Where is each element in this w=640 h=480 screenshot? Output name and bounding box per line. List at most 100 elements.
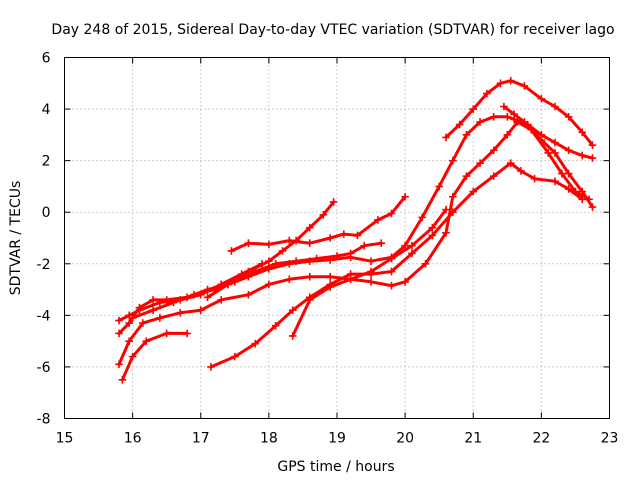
data-point: [387, 209, 396, 218]
series-track-9: [288, 205, 450, 340]
data-point: [506, 159, 515, 168]
data-point: [156, 298, 164, 307]
data-point: [156, 314, 164, 322]
data-point: [517, 167, 525, 175]
data-point: [469, 105, 478, 113]
data-point: [476, 159, 484, 168]
x-tick-label: 22: [532, 431, 550, 447]
data-point: [551, 138, 559, 147]
data-point: [503, 131, 512, 139]
y-axis-label: SDTVAR / TECUs: [8, 181, 24, 296]
data-point: [142, 337, 151, 345]
data-point: [285, 236, 294, 245]
data-point: [207, 363, 215, 371]
data-point: [319, 210, 328, 219]
data-point: [520, 82, 529, 90]
data-point: [401, 278, 409, 286]
data-point: [278, 247, 287, 255]
data-point: [462, 131, 471, 139]
y-tick-label: 2: [42, 154, 51, 170]
series-track-1: [115, 113, 597, 338]
data-point: [367, 267, 375, 276]
y-tick-label: -6: [37, 360, 51, 376]
data-point: [442, 229, 450, 237]
x-tick-label: 15: [56, 431, 74, 447]
data-point: [353, 231, 362, 240]
x-tick-label: 20: [396, 431, 414, 447]
chart-title: Day 248 of 2015, Sidereal Day-to-day VTE…: [51, 22, 614, 38]
data-point: [224, 280, 232, 289]
data-point: [265, 257, 273, 266]
data-point: [125, 319, 134, 327]
data-point: [162, 329, 171, 338]
data-point: [421, 259, 430, 268]
data-point: [128, 352, 137, 361]
data-point: [227, 247, 236, 255]
data-point: [125, 337, 134, 345]
data-point: [442, 205, 450, 214]
data-point: [483, 89, 491, 98]
data-point: [265, 240, 273, 249]
y-tick-label: 4: [42, 102, 51, 118]
data-point: [442, 133, 450, 142]
data-point: [169, 298, 178, 307]
data-point: [377, 239, 386, 247]
series-line: [117, 120, 591, 366]
data-point: [244, 267, 253, 276]
data-point: [408, 241, 416, 250]
series-track-7: [227, 192, 409, 255]
data-point: [537, 136, 546, 144]
data-point: [139, 319, 147, 327]
data-point: [288, 332, 297, 340]
data-point: [340, 230, 348, 238]
data-point: [326, 272, 334, 281]
data-point: [408, 249, 416, 258]
data-point: [115, 316, 123, 325]
data-point: [333, 252, 341, 260]
axis-ticks: [64, 57, 610, 419]
data-point: [551, 149, 559, 157]
series-track-3: [115, 259, 266, 325]
data-point: [326, 283, 334, 291]
data-point: [489, 146, 498, 155]
data-point: [387, 281, 396, 290]
data-point: [346, 249, 355, 258]
data-point: [149, 306, 157, 314]
data-point: [428, 223, 437, 232]
data-point: [435, 182, 443, 191]
data-point: [506, 76, 515, 85]
data-point: [346, 275, 355, 284]
grid-lines: [64, 57, 610, 419]
data-point: [217, 296, 225, 304]
data-point: [387, 267, 396, 276]
data-point: [578, 151, 587, 160]
data-point: [305, 296, 314, 304]
data-point: [305, 223, 314, 232]
data-point: [326, 234, 334, 242]
data-point: [588, 141, 597, 149]
data-point: [418, 213, 426, 222]
data-point: [135, 306, 144, 314]
data-point: [503, 113, 512, 121]
data-point: [544, 149, 552, 157]
series-track-8: [207, 159, 587, 371]
x-tick-label: 17: [192, 431, 210, 447]
data-point: [305, 272, 314, 281]
data-point: [537, 94, 546, 103]
series-track-10: [442, 76, 597, 149]
series-line: [291, 208, 448, 338]
series-track-11: [500, 102, 597, 211]
data-point: [196, 306, 205, 314]
data-point: [551, 102, 559, 111]
y-tick-label: -4: [37, 308, 51, 324]
data-point: [387, 254, 396, 263]
data-point: [489, 172, 498, 180]
data-point: [449, 156, 457, 165]
data-point: [305, 239, 314, 247]
x-tick-label: 21: [464, 431, 482, 447]
x-tick-label: 16: [124, 431, 142, 447]
x-tick-labels: 15 16 17 18 19 20 21 22 23: [56, 431, 619, 447]
data-point: [510, 110, 518, 119]
data-point: [588, 203, 597, 211]
data-point: [149, 296, 157, 304]
